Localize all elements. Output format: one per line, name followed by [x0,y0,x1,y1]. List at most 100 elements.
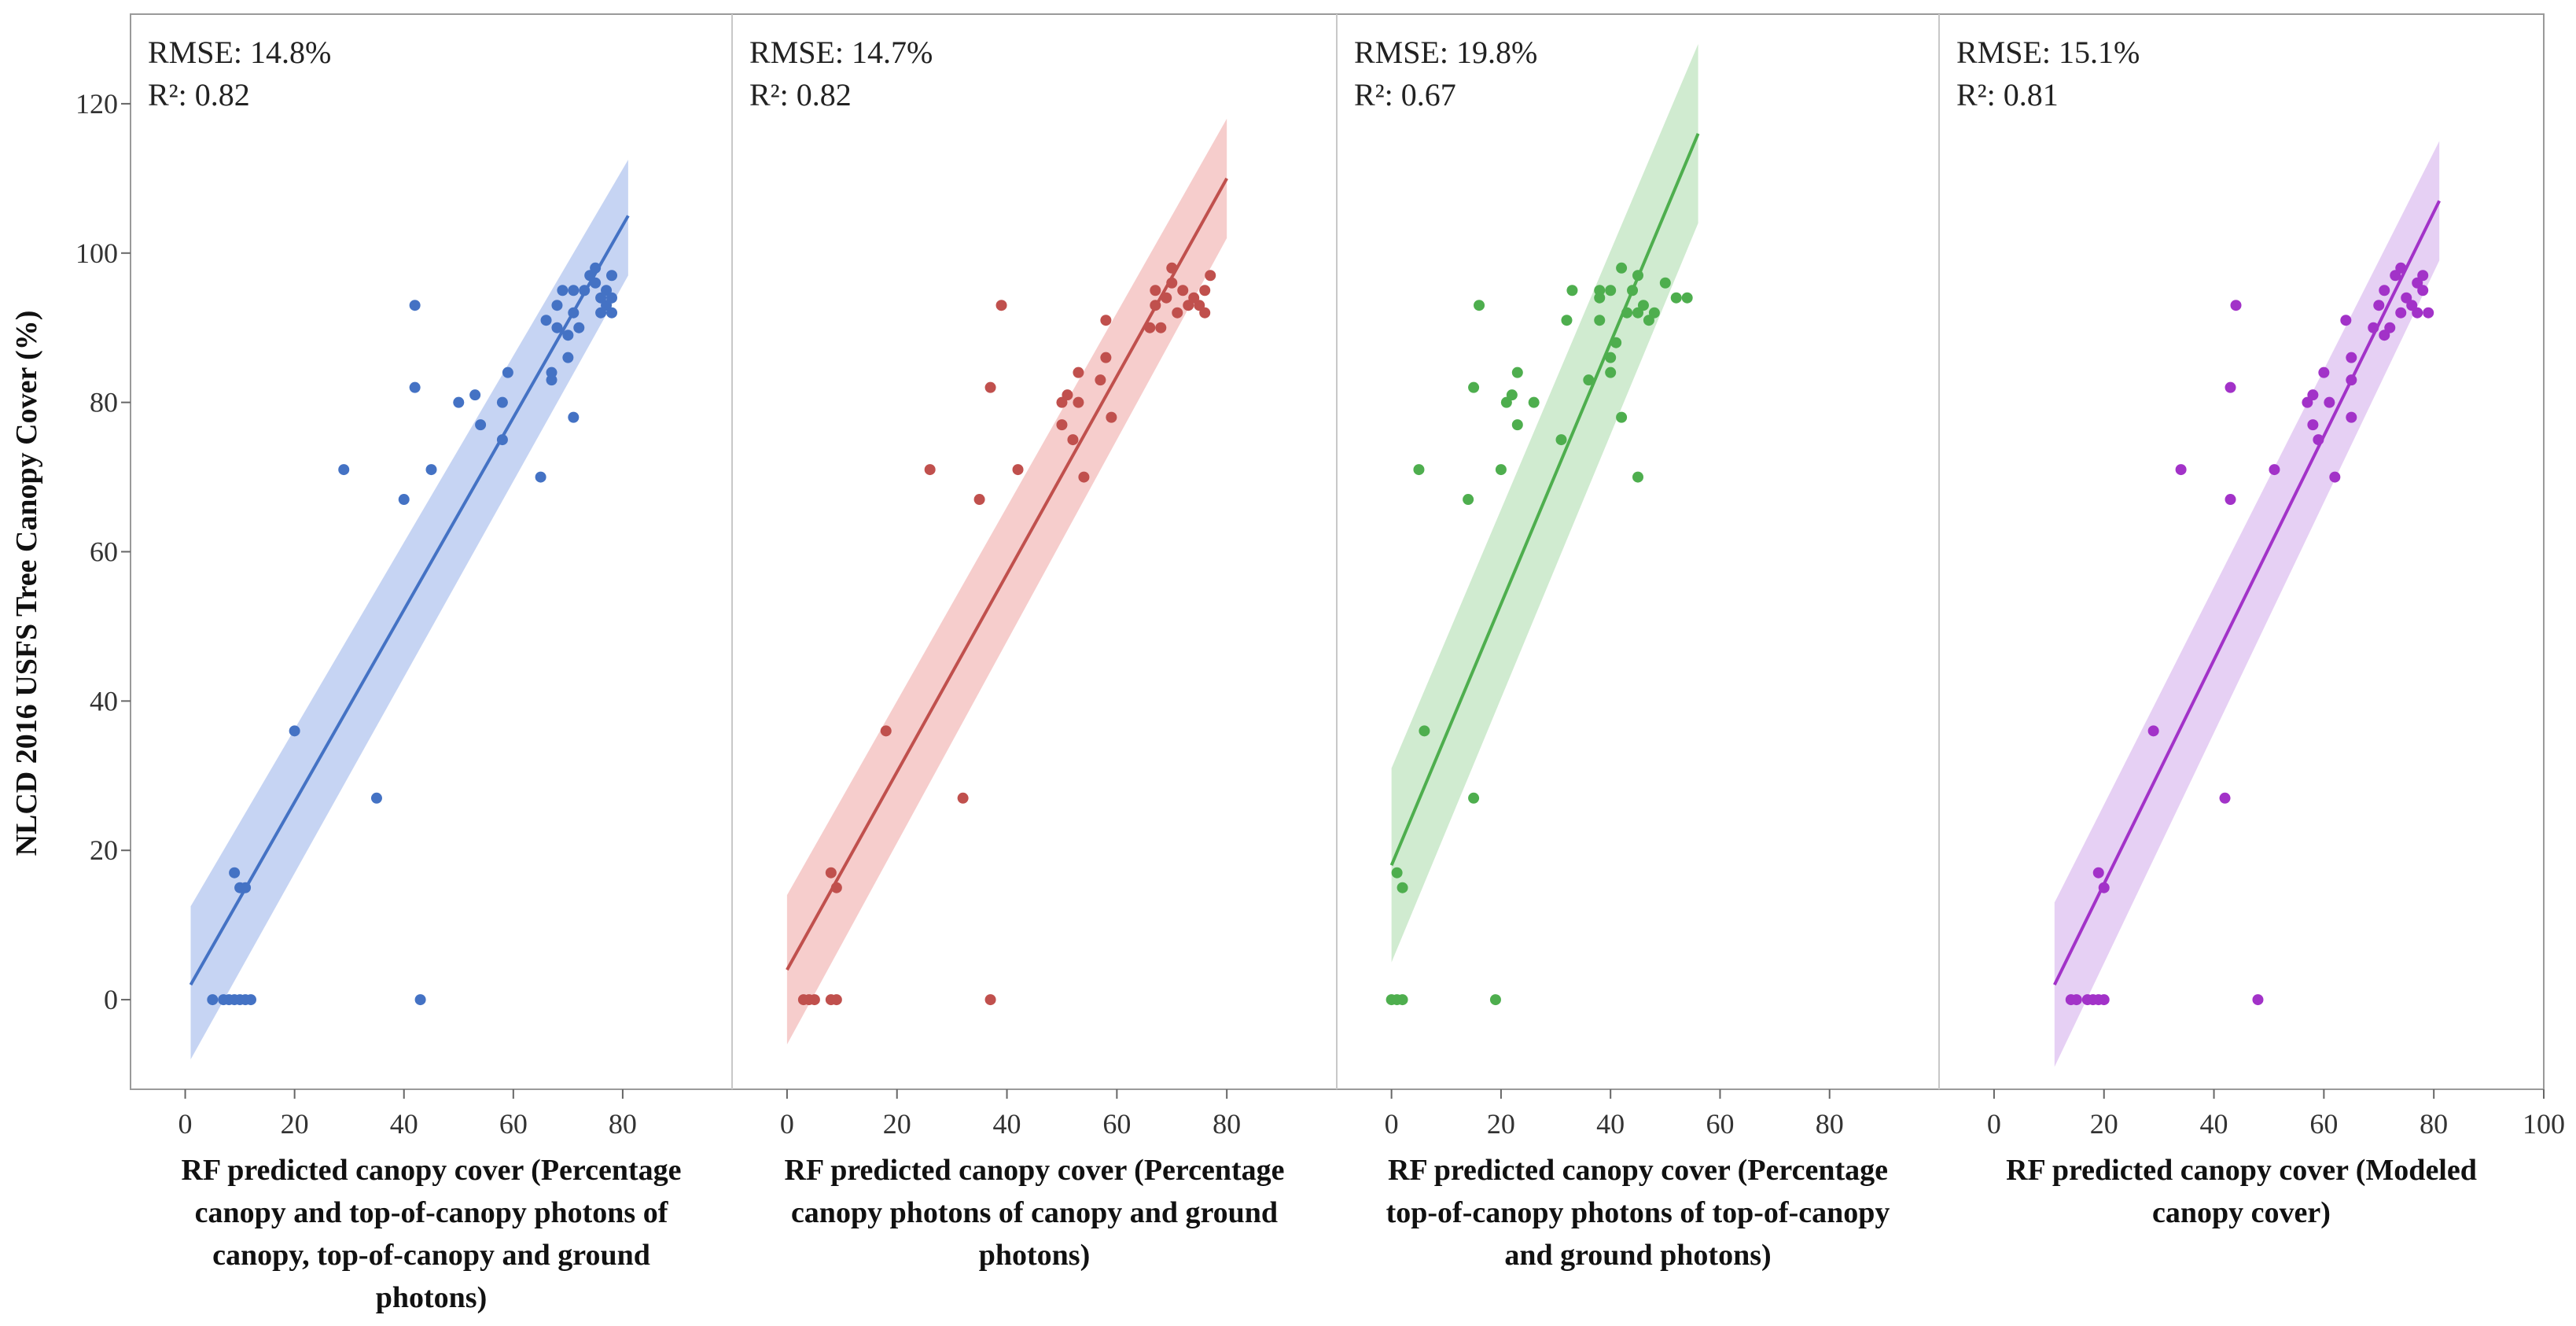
data-point [2070,994,2082,1006]
data-point [546,366,558,378]
data-point [2092,867,2104,878]
data-point [1056,419,1068,431]
data-point [1670,292,1682,304]
x-tick-label: 60 [2309,1108,2338,1140]
data-point [590,262,602,274]
data-point [1566,285,1578,297]
data-point [1659,277,1671,289]
x-tick-label: 40 [390,1108,418,1140]
x-tick-label: 40 [993,1108,1021,1140]
data-point [973,494,985,506]
data-point [1177,285,1189,297]
data-point [496,434,508,446]
data-point [1648,307,1660,319]
data-point [1067,434,1079,446]
rmse-label: RMSE: 19.8% [1354,35,1537,70]
data-point [1605,352,1617,363]
data-point [606,292,617,304]
y-axis-title: NLCD 2016 USFS Tree Canopy Cover (%) [10,311,43,856]
data-point [1012,464,1024,476]
data-point [240,882,252,893]
data-point [1095,374,1106,386]
data-point [245,994,256,1006]
data-point [2417,285,2429,297]
x-tick-label: 0 [1385,1108,1399,1140]
x-tick-label: 0 [1987,1108,2001,1140]
x-tick-label: 60 [1706,1108,1734,1140]
x-axis-title: top-of-canopy photons of top-of-canopy [1386,1196,1890,1229]
y-tick-label: 40 [90,685,118,716]
data-point [2373,300,2385,311]
data-point [414,994,426,1006]
data-point [1489,994,1501,1006]
data-point [2147,725,2159,737]
data-point [557,285,569,297]
data-point [496,396,508,408]
data-point [1627,285,1639,297]
data-point [995,300,1007,311]
data-point [1073,366,1084,378]
data-point [425,464,437,476]
data-point [2324,396,2335,408]
rmse-label: RMSE: 14.8% [148,35,331,70]
data-point [453,396,465,408]
data-point [957,792,969,804]
data-point [1616,262,1628,274]
data-point [1468,792,1480,804]
rmse-label: RMSE: 14.7% [749,35,933,70]
x-axis-title: canopy photons of canopy and ground [791,1196,1278,1229]
data-point [1616,411,1628,423]
data-point [2307,389,2319,401]
data-point [1078,471,1090,483]
data-point [2269,464,2280,476]
data-point [2225,494,2236,506]
x-tick-label: 100 [2523,1108,2565,1140]
data-point [1172,307,1183,319]
data-point [568,411,580,423]
x-tick-label: 0 [178,1108,193,1140]
data-point [2175,464,2187,476]
data-point [1528,396,1540,408]
x-tick-label: 20 [883,1108,911,1140]
data-point [1062,389,1073,401]
data-point [370,792,382,804]
x-axis-title: RF predicted canopy cover (Modeled [2006,1154,2477,1187]
data-point [1594,285,1606,297]
data-point [338,464,350,476]
x-tick-label: 20 [2090,1108,2118,1140]
data-point [1632,471,1643,483]
r2-label: R²: 0.81 [1956,77,2059,112]
data-point [1205,270,1216,282]
data-point [1391,867,1403,878]
data-point [1100,352,1112,363]
x-tick-label: 60 [1102,1108,1131,1140]
data-point [568,285,580,297]
data-point [502,366,513,378]
fit-line [189,215,630,986]
y-tick-label: 100 [75,238,118,269]
data-point [2098,994,2110,1006]
r2-label: R²: 0.67 [1354,77,1456,112]
data-point [540,315,552,326]
data-point [1100,315,1112,326]
x-tick-label: 80 [609,1108,637,1140]
data-point [562,330,574,341]
data-point [207,994,219,1006]
data-point [1419,725,1430,737]
confidence-band [190,160,628,1060]
data-point [1506,389,1518,401]
fit-line [1389,133,1700,866]
data-point [562,352,574,363]
data-point [2313,434,2324,446]
data-point [1199,307,1211,319]
y-tick-label: 60 [90,536,118,568]
data-point [2368,322,2379,333]
data-point [1561,315,1573,326]
y-tick-label: 20 [90,834,118,866]
x-tick-label: 40 [1596,1108,1625,1140]
data-point [1583,374,1595,386]
data-point [1397,994,1408,1006]
data-point [1594,315,1606,326]
x-tick-label: 60 [499,1108,528,1140]
data-point [1605,366,1617,378]
